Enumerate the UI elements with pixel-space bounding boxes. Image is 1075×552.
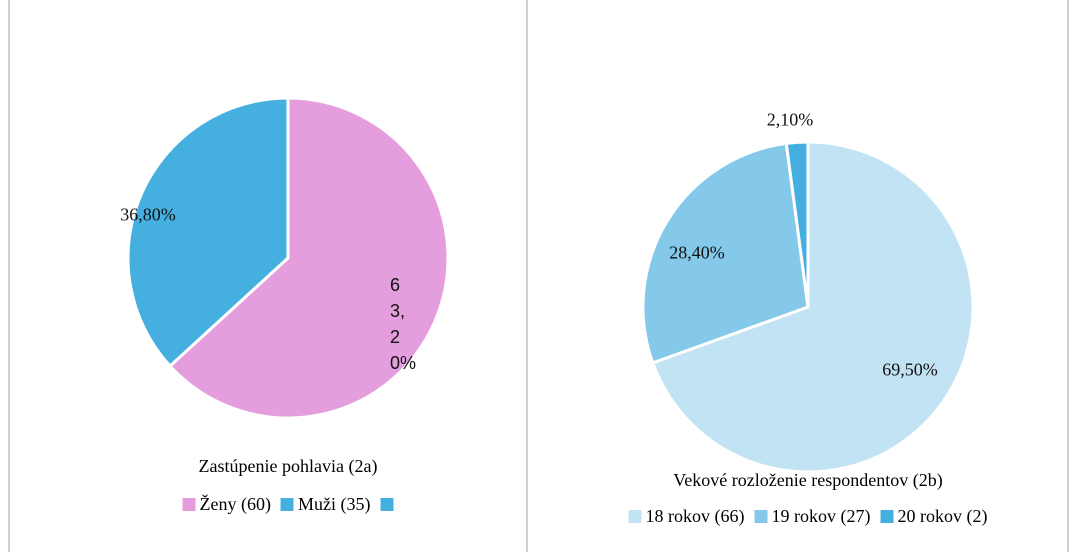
pie-slice [641,141,810,365]
legend-label: 19 rokov (27) [771,506,871,526]
legend-swatch [754,510,768,523]
panel [8,0,528,552]
pie-slice [167,96,450,420]
legend-item: 18 rokov (66) [628,506,745,527]
legend-label: 18 rokov (66) [645,506,745,526]
legend-swatch [182,498,196,511]
data-label: 28,40% [669,242,725,263]
data-label: 36,80% [120,204,176,225]
chart-title: Vekové rozloženie respondentov (2b) [673,470,943,490]
pie-slice [650,140,975,474]
legend-swatch [880,510,894,523]
panel [526,0,1069,552]
legend-swatch [628,510,642,523]
pie-slice [126,96,290,369]
chart-title: Zastúpenie pohlavia (2a) [198,456,378,476]
data-label: 63,20% [390,275,417,373]
legend-swatch [281,498,294,511]
legend-item: Muži (35) [281,494,370,515]
legend-label: Muži (35) [298,494,371,514]
legend-label: 20 rokov (2) [897,506,988,526]
legend: Ženy (60) Muži (35) [182,494,394,515]
pie-slice [784,140,810,308]
legend-label: Ženy (60) [199,494,271,514]
legend-swatch [380,498,394,511]
legend-item: 20 rokov (2) [880,506,987,527]
legend-item [380,498,394,511]
legend: 18 rokov (66) 19 rokov (27) 20 rokov (2) [628,506,987,527]
legend-item: 19 rokov (27) [754,506,871,527]
legend-item: Ženy (60) [182,494,271,515]
data-label: 69,50% [882,359,938,380]
data-label: 2,10% [766,109,814,130]
